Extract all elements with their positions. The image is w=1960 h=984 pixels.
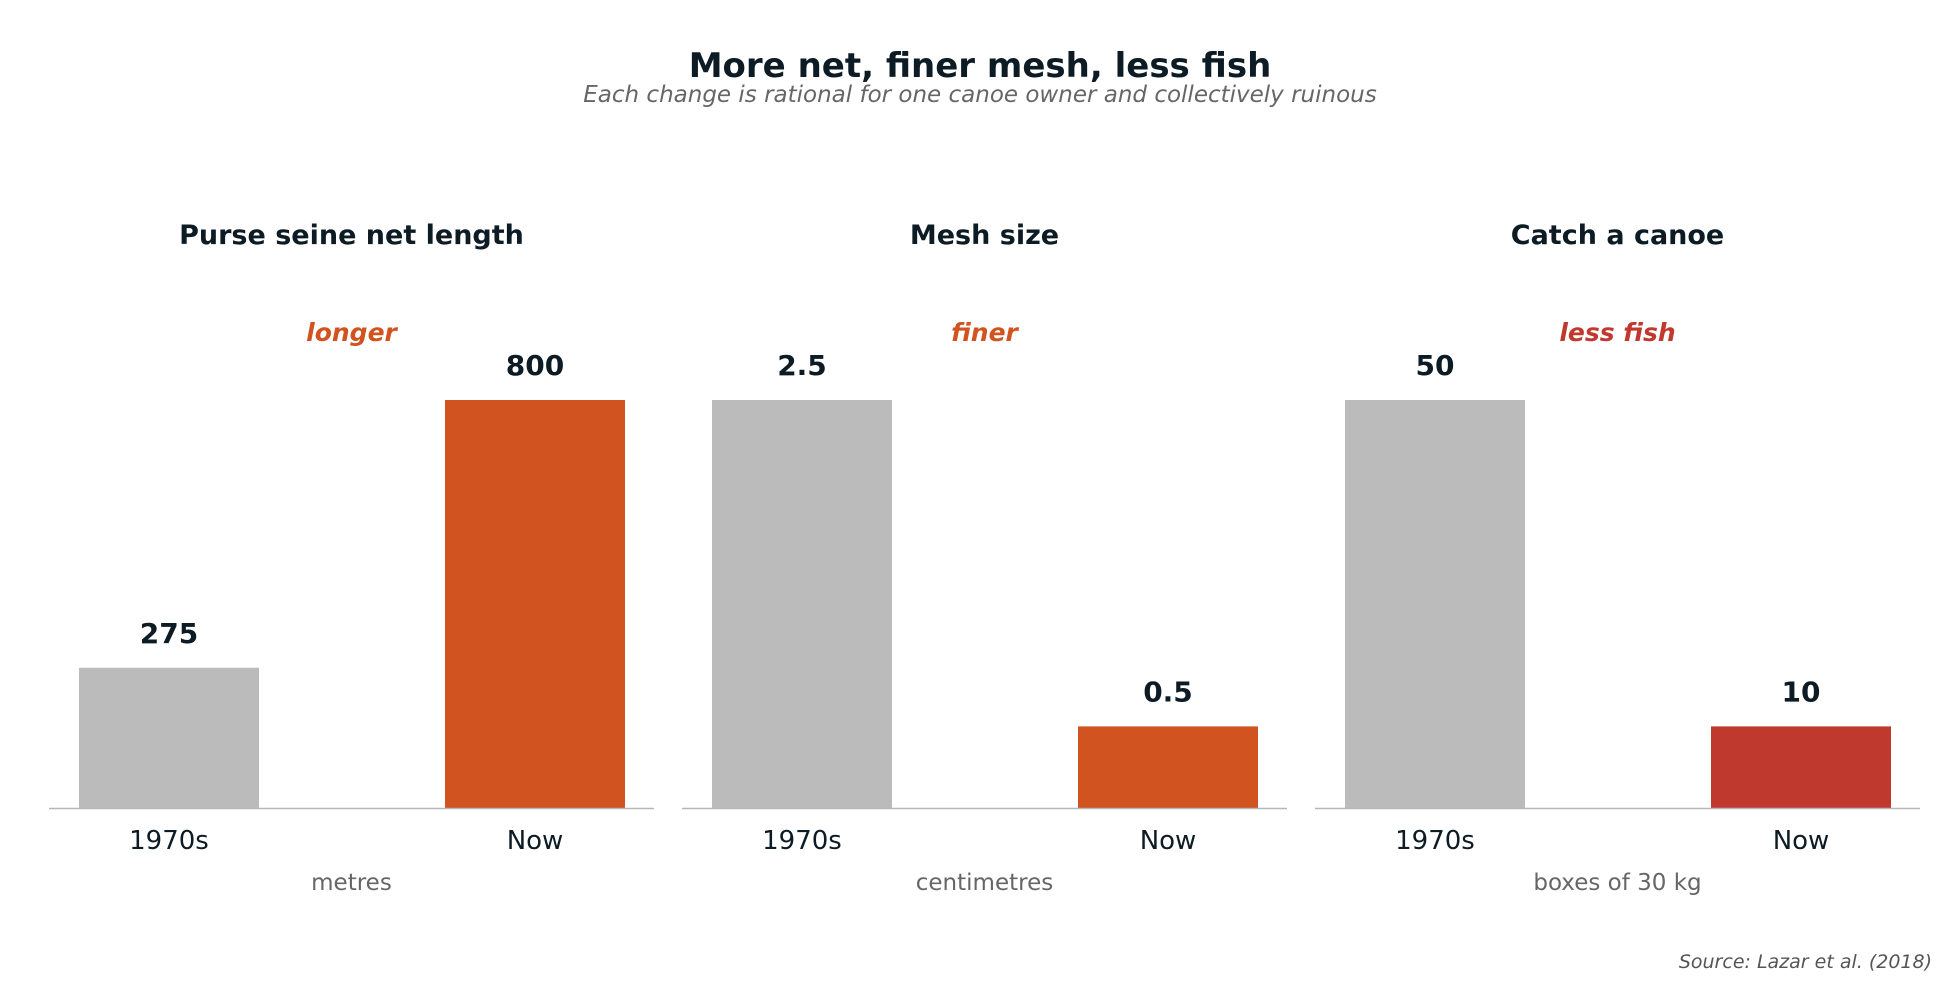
- unit-label: boxes of 30 kg: [1533, 870, 1701, 896]
- panel-title: Purse seine net length: [179, 220, 524, 251]
- panel-3: Catch a canoe less fish 50 1970s 10 Now boxes …: [1315, 220, 1920, 896]
- bar-1970s: [712, 400, 892, 808]
- panel-1: Purse seine net length longer 275 1970s 800 N…: [49, 220, 654, 896]
- bar-1970s: [79, 667, 259, 808]
- x-tick-label: 1970s: [129, 826, 209, 856]
- value-label: 50: [1416, 349, 1455, 382]
- panel-2: Mesh size finer 2.5 1970s 0.5 Now centimetres: [682, 220, 1287, 896]
- value-label: 800: [506, 349, 564, 382]
- x-tick-label: Now: [1773, 826, 1830, 856]
- bar-now: [1711, 726, 1891, 808]
- panel-annotation: less fish: [1559, 318, 1675, 347]
- chart-title: More net, finer mesh, less fish: [689, 46, 1272, 86]
- value-label: 275: [140, 617, 198, 650]
- x-tick-label: 1970s: [762, 826, 842, 856]
- chart-subtitle: Each change is rational for one canoe ow…: [583, 82, 1376, 108]
- value-label: 2.5: [777, 349, 827, 382]
- value-label: 10: [1782, 675, 1821, 708]
- unit-label: metres: [311, 870, 392, 896]
- x-tick-label: Now: [507, 826, 564, 856]
- bar-now: [445, 400, 625, 808]
- panel-annotation: finer: [951, 318, 1019, 347]
- x-tick-label: Now: [1140, 826, 1197, 856]
- panel-title: Mesh size: [910, 220, 1059, 251]
- panel-title: Catch a canoe: [1511, 220, 1725, 251]
- bar-now: [1078, 726, 1258, 808]
- panel-annotation: longer: [306, 318, 398, 347]
- x-tick-label: 1970s: [1395, 826, 1475, 856]
- panels: Purse seine net length longer 275 1970s 800 N…: [49, 220, 1920, 896]
- value-label: 0.5: [1143, 675, 1193, 708]
- source-note: Source: Lazar et al. (2018): [1679, 951, 1932, 973]
- unit-label: centimetres: [916, 870, 1053, 896]
- bar-1970s: [1345, 400, 1525, 808]
